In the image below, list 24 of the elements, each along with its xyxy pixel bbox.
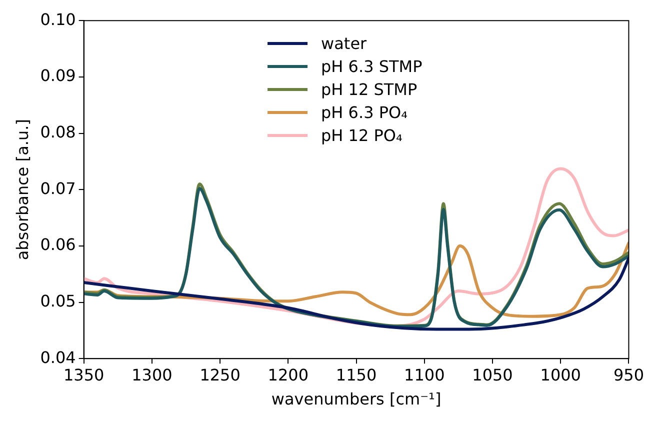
x-tick-label: 1250 [200, 365, 240, 384]
x-tick-label: 1150 [336, 365, 377, 384]
legend-label: pH 12 STMP [321, 79, 418, 101]
x-tick-label: 950 [613, 365, 644, 384]
y-tick-label: 0.07 [40, 178, 76, 198]
x-tick-label: 1000 [540, 365, 581, 384]
legend-label: pH 12 PO₄ [321, 125, 402, 147]
legend-label: water [321, 33, 367, 55]
line-series [84, 256, 629, 331]
legend-label: pH 6.3 PO₄ [321, 102, 408, 124]
y-tick-label: 0.10 [40, 10, 76, 29]
x-axis-title: wavenumbers [cm⁻¹] [271, 390, 442, 409]
x-tick-label: 1100 [404, 365, 445, 384]
y-tick-label: 0.08 [40, 122, 76, 142]
y-tick-label: 0.05 [40, 291, 76, 310]
y-tick-label: 0.04 [40, 348, 76, 367]
x-tick-label: 1050 [472, 365, 513, 384]
x-tick-label: 1200 [268, 365, 309, 384]
y-tick-label: 0.09 [40, 66, 76, 86]
y-tick-label: 0.06 [40, 235, 76, 254]
x-tick-label: 1300 [132, 365, 172, 384]
y-axis-title: absorbance [a.u.] [12, 119, 32, 260]
legend-label: pH 6.3 STMP [321, 56, 422, 78]
x-tick-label: 1350 [63, 365, 104, 384]
